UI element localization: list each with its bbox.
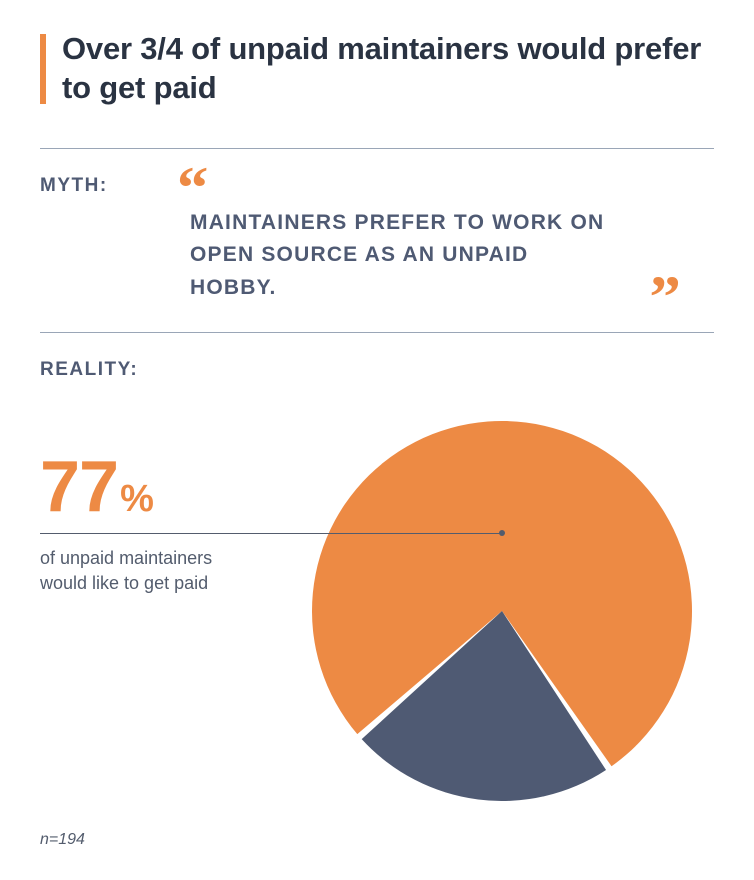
stat-block: 77 % of unpaid maintainers would like to… — [40, 421, 290, 596]
title-block: Over 3/4 of unpaid maintainers would pre… — [40, 30, 714, 108]
stat-number: 77 — [40, 451, 118, 523]
myth-label: MYTH: — [40, 173, 190, 197]
stat-caption: of unpaid maintainers would like to get … — [40, 533, 260, 596]
myth-section: MYTH: “ MAINTAINERS PREFER TO WORK ON OP… — [40, 149, 714, 333]
title-accent-bar — [40, 34, 46, 104]
reality-section: REALITY: 77 % of unpaid maintainers woul… — [40, 333, 714, 801]
pie-chart-wrap — [290, 421, 714, 801]
footnote: n=194 — [40, 831, 714, 849]
quote-close-icon: ” — [649, 282, 674, 312]
stat-unit: % — [120, 478, 154, 521]
myth-quote-block: “ MAINTAINERS PREFER TO WORK ON OPEN SOU… — [190, 173, 714, 305]
page-title: Over 3/4 of unpaid maintainers would pre… — [62, 30, 714, 108]
quote-open-icon: “ — [177, 173, 727, 203]
pie-chart — [312, 421, 692, 801]
myth-quote-text: MAINTAINERS PREFER TO WORK ON OPEN SOURC… — [190, 207, 610, 305]
reality-label: REALITY: — [40, 357, 190, 381]
reality-body: 77 % of unpaid maintainers would like to… — [40, 421, 714, 801]
stat-value: 77 % — [40, 451, 290, 523]
leader-line — [40, 533, 502, 534]
leader-dot — [499, 530, 505, 536]
